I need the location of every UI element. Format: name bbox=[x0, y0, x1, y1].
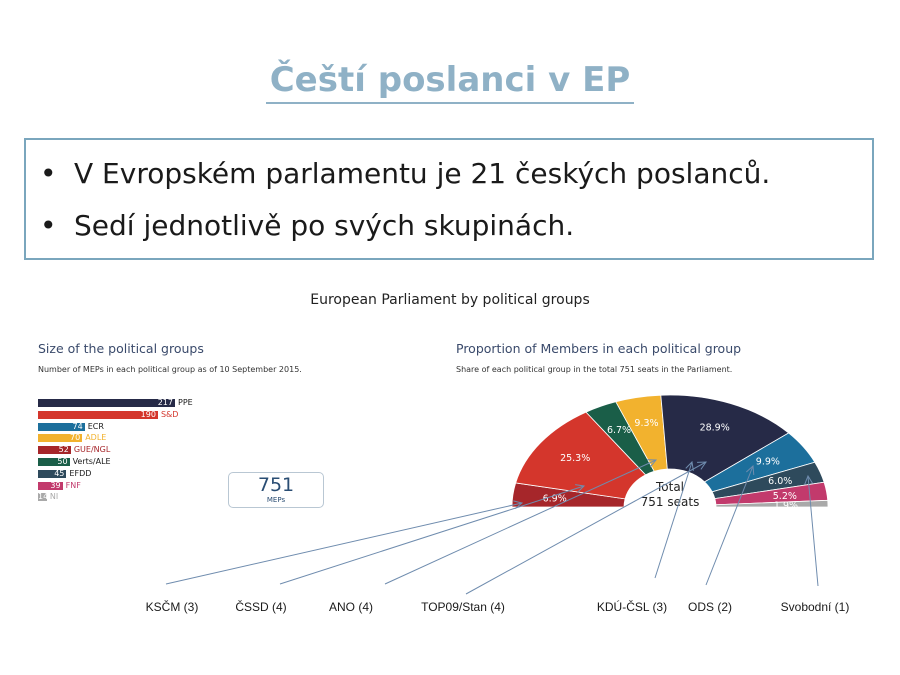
donut-percent-label: 6.7% bbox=[607, 425, 631, 436]
bar-chart-note: Number of MEPs in each political group a… bbox=[38, 365, 302, 374]
connector-arrow bbox=[279, 485, 585, 585]
donut-center-total: Total bbox=[655, 480, 684, 494]
donut-percent-label: 9.9% bbox=[756, 456, 780, 467]
donut-segment-s-d bbox=[515, 411, 647, 500]
bar-verts-ale bbox=[38, 458, 70, 466]
czech-party-label: ČSSD (4) bbox=[235, 599, 286, 614]
arrowhead-icon bbox=[804, 474, 814, 485]
total-meps-unit: MEPs bbox=[266, 496, 286, 504]
bar-value-label: 74 bbox=[72, 421, 83, 431]
bar-value-label: 45 bbox=[54, 468, 65, 478]
bar-adle bbox=[38, 434, 83, 443]
bar-value-label: 217 bbox=[157, 398, 173, 407]
bar-category-label: S&D bbox=[160, 409, 179, 419]
bar-category-label: NI bbox=[49, 492, 59, 502]
connector-arrow bbox=[654, 461, 693, 579]
czech-party-label: KSČM (3) bbox=[146, 599, 199, 614]
bar-category-label: Verts/ALE bbox=[72, 457, 111, 466]
connector-arrow bbox=[465, 461, 707, 595]
bar-efdd bbox=[38, 469, 67, 478]
donut-percent-label: 1.9% bbox=[774, 500, 798, 511]
bar-value-label: 190 bbox=[140, 409, 156, 419]
donut-percent-label: 6.9% bbox=[543, 494, 567, 505]
czech-party-label: Svobodní (1) bbox=[781, 600, 850, 614]
bar-category-label: GUE/NGL bbox=[73, 445, 111, 455]
bar-ppe bbox=[38, 399, 175, 407]
bar-value-label: 52 bbox=[58, 445, 69, 455]
figure-title: European Parliament by political groups bbox=[310, 292, 590, 308]
donut-percent-label: 28.9% bbox=[700, 423, 730, 434]
arrowhead-icon bbox=[697, 461, 707, 470]
donut-percent-label: 5.2% bbox=[773, 491, 797, 502]
bullet-box: • V Evropském parlamentu je 21 českých po… bbox=[24, 138, 874, 260]
bar-value-label: 70 bbox=[70, 433, 81, 443]
arrowhead-icon bbox=[575, 484, 586, 493]
donut-center-seats: 751 seats bbox=[641, 495, 700, 509]
czech-party-label: KDÚ-ČSL (3) bbox=[597, 599, 667, 614]
bar-category-label: EFDD bbox=[69, 468, 92, 478]
donut-percent-label: 6.0% bbox=[768, 476, 792, 487]
bar-value-label: 14 bbox=[38, 492, 49, 502]
bar-chart-heading: Size of the political groups bbox=[38, 341, 204, 356]
bar-gue-ngl bbox=[38, 446, 71, 455]
czech-party-label: ODS (2) bbox=[688, 600, 732, 614]
arrowhead-icon bbox=[647, 459, 658, 468]
czech-party-label: TOP09/Stan (4) bbox=[421, 600, 505, 614]
donut-segment-ni bbox=[715, 499, 829, 508]
arrowhead-icon bbox=[746, 464, 755, 475]
connector-arrow bbox=[807, 475, 819, 587]
bar-category-label: PPE bbox=[178, 398, 193, 407]
bullet-item: • Sedí jednotlivě po svých skupinách. bbox=[40, 209, 575, 242]
slide-title: Čeští poslanci v EP bbox=[0, 60, 900, 104]
connector-arrow bbox=[165, 502, 523, 585]
donut-percent-label: 25.3% bbox=[560, 453, 590, 464]
bar-value-label: 39 bbox=[50, 480, 61, 490]
arrowhead-icon bbox=[685, 460, 694, 471]
bar-s-d bbox=[38, 410, 158, 419]
donut-chart-note: Share of each political group in the tot… bbox=[456, 365, 733, 374]
connector-arrow bbox=[384, 459, 657, 585]
total-meps-value: 751 bbox=[257, 474, 295, 496]
donut-segment-ppe bbox=[660, 394, 790, 483]
total-meps-badge: 751 MEPs bbox=[228, 472, 324, 508]
bar-ecr bbox=[38, 422, 85, 431]
bullet-item: • V Evropském parlamentu je 21 českých po… bbox=[40, 157, 771, 190]
bar-category-label: FNF bbox=[65, 480, 81, 490]
bar-category-label: ADLE bbox=[85, 433, 107, 443]
donut-percent-label: 9.3% bbox=[634, 418, 658, 429]
arrowhead-icon bbox=[513, 500, 524, 510]
bar-fnf bbox=[38, 481, 63, 490]
bar-value-label: 50 bbox=[57, 457, 68, 466]
bar-ni bbox=[38, 493, 47, 502]
connector-arrow bbox=[705, 465, 754, 586]
donut-chart-heading: Proportion of Members in each political … bbox=[456, 341, 742, 356]
bar-category-label: ECR bbox=[87, 421, 104, 431]
czech-party-label: ANO (4) bbox=[329, 600, 373, 614]
